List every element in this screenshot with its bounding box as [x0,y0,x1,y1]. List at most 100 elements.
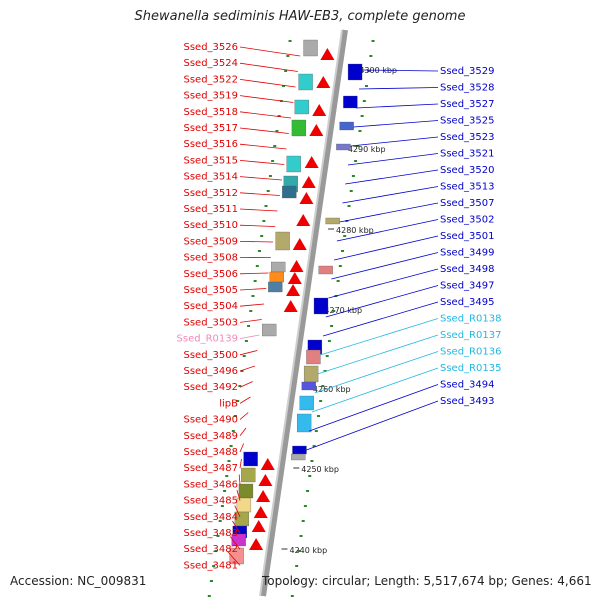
forward-gene-arrow [249,538,264,550]
reverse-gene-block [296,413,312,433]
right-label-leader [342,186,439,204]
left-label-leader [232,520,241,534]
track-dot [299,535,303,537]
track-dot [362,100,366,102]
left-gene-label: Ssed_3500 [183,350,238,361]
right-label-leader [314,351,439,394]
left-label-leader [239,160,285,165]
forward-gene-arrow [287,272,302,284]
accession-text: Accession: NC_009831 [10,574,147,588]
tick-label: 4290 kbp [348,145,386,154]
right-label-leader [353,120,439,128]
left-label-leader [239,427,247,437]
left-gene-label: Ssed_3483 [183,528,238,539]
left-gene-label: Ssed_3512 [183,188,238,199]
forward-gene-block [291,119,307,137]
left-gene-label: Ssed_3518 [183,107,238,118]
track-dot [216,535,220,537]
right-gene-label: Ssed_3528 [440,83,495,94]
right-gene-label: Ssed_3495 [440,297,495,308]
track-dot [231,430,235,432]
genome-summary-text: Topology: circular; Length: 5,517,674 bp… [262,574,592,588]
track-dot [347,205,351,207]
forward-gene-block [241,467,256,483]
track-dot [223,490,227,492]
track-dot [364,85,368,87]
track-dot [316,415,320,417]
left-label-leader [239,350,258,356]
right-label-leader [345,169,439,185]
forward-gene-block [282,185,297,199]
left-label-leader [238,474,241,485]
track-dot [264,205,268,207]
track-dot [207,595,211,597]
track-dot [338,265,342,267]
right-label-leader [328,268,439,299]
track-dot [295,565,299,567]
left-label-leader [239,143,287,150]
left-gene-label: Ssed_3526 [183,42,238,53]
left-label-leader [239,111,292,119]
tick-label: 4260 kbp [313,385,351,394]
right-gene-label: Ssed_R0135 [440,363,501,374]
left-label-leader [239,412,249,420]
track-dot [292,580,296,582]
map-title: Shewanella sediminis HAW-EB3, complete g… [134,9,466,24]
right-label-leader [325,285,439,318]
track-dot [225,475,229,477]
track-dot [262,220,266,222]
track-dot [369,55,373,57]
reverse-gene-block [318,265,333,275]
track-dot [257,250,261,252]
left-gene-label: Ssed_3485 [183,496,238,507]
track-dot [356,145,360,147]
forward-gene-block [243,451,258,467]
left-gene-label: Ssed_3524 [183,58,238,69]
track-dot [227,460,231,462]
left-gene-label: Ssed_3503 [183,317,238,328]
track-dot [297,550,301,552]
track-dot [244,340,248,342]
left-label-leader [239,458,242,469]
track-dot [358,130,362,132]
track-dot [273,145,277,147]
left-label-leader [239,241,274,243]
track-dot [371,40,375,42]
left-gene-label: Ssed_3508 [183,253,238,264]
right-gene-label: Ssed_R0136 [440,347,501,358]
track-dot [312,445,316,447]
left-gene-label: Ssed_3516 [183,139,238,150]
forward-gene-block [262,323,277,337]
track-dot [220,505,224,507]
forward-gene-arrow [316,76,331,88]
forward-gene-arrow [256,490,271,502]
track-dot [367,70,371,72]
reverse-gene-block [303,365,319,383]
track-dot [308,475,312,477]
track-dot [233,415,237,417]
forward-gene-arrow [251,520,266,532]
track-dot [255,265,259,267]
reverse-gene-block [343,95,358,109]
left-label-leader [239,381,253,388]
left-gene-label: Ssed_3505 [183,285,238,296]
right-label-leader [347,153,439,166]
track-dot [281,85,285,87]
reverse-gene-block [325,217,340,225]
left-label-leader [239,192,280,196]
forward-gene-arrow [296,214,311,226]
track-dot [251,295,255,297]
reverse-gene-block [301,381,316,391]
left-label-leader [239,79,296,88]
forward-gene-arrow [292,238,307,250]
track-dot [340,250,344,252]
reverse-gene-block [339,121,354,131]
right-label-leader [339,202,439,223]
forward-gene-arrow [299,192,314,204]
track-dot [310,460,314,462]
track-dot [360,115,364,117]
right-gene-label: Ssed_3529 [440,66,495,77]
right-gene-label: Ssed_R0137 [440,330,501,341]
track-dot [275,130,279,132]
